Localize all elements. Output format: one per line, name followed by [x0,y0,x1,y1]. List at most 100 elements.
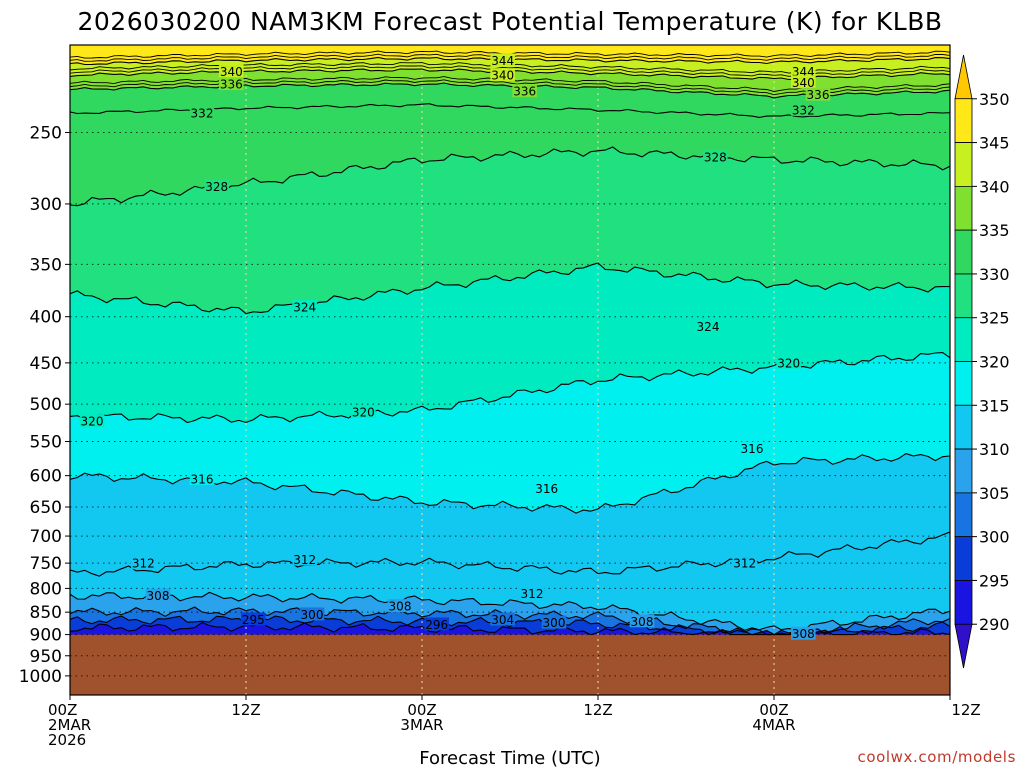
isentrope-label-22: 312 [733,557,756,571]
isentrope-label-bg-31 [424,617,449,631]
isentrope-label-21: 312 [293,553,316,567]
colorbar-label-310: 310 [979,440,1010,459]
isentrope-label-bg-14 [79,414,105,428]
colorbar-bin-10 [954,492,973,538]
isentrope-label-bg-18 [534,481,559,495]
ground-area [70,634,950,695]
x-tick-label-2-1: 3MAR [400,716,443,734]
isentrope-label-bg-2 [219,64,244,78]
y-tick-label-700: 700 [30,527,62,547]
isentrope-label-bg-27 [791,626,816,640]
colorbar-bin-2 [954,142,973,187]
isentrope-label-bg-7 [805,87,831,101]
x-tick-label-4-0: 00Z [759,701,788,719]
isentrope-label-10: 328 [205,180,228,194]
colorbar-bin-0 [954,54,973,100]
colorbar-label-300: 300 [979,528,1010,547]
isentrope-label-27: 308 [792,627,815,641]
isentrope-label-bg-29 [299,607,325,621]
colorbar-label-345: 345 [979,134,1010,153]
isentrope-label-bg-30 [541,615,567,629]
isentrope-label-26: 308 [631,615,654,629]
isentrope-label-bg-15 [351,404,376,418]
isentrope-label-bg-22 [732,556,757,570]
x-tick-label-0-0: 00Z [48,701,77,719]
isentrope-label-29: 300 [301,608,324,622]
colorbar-bin-12 [954,580,973,625]
isentrope-label-bg-32 [241,612,266,626]
isentrope-336 [70,82,950,99]
ground-fill [70,634,950,695]
isentrope-324 [70,262,950,315]
y-tick-label-1000: 1000 [19,667,62,687]
isentrope-label-bg-28 [490,612,515,626]
y-tick-label-750: 750 [30,554,62,574]
isentrope-label-8: 332 [191,107,214,121]
isentrope-label-18: 316 [535,482,558,496]
y-tick-label-900: 900 [30,626,62,646]
isentrope-label-bg-6 [512,84,537,98]
isentrope-label-5: 336 [220,78,243,92]
y-tick-label-400: 400 [30,308,62,328]
theta-filled-bands [70,45,950,695]
y-tick-label-650: 650 [30,498,62,518]
isentrope-label-4: 340 [792,76,815,90]
isentrope-label-bg-25 [387,599,413,613]
y-tick-label-500: 500 [30,395,62,415]
isentrope-label-2: 340 [220,65,243,79]
colorbar-bin-6 [954,317,973,362]
y-tick-label-250: 250 [30,123,62,143]
isentrope-label-9: 332 [792,103,815,117]
isentrope-label-bg-12 [292,299,317,313]
isentrope-label-25: 308 [389,600,412,614]
colorbar-bin-3 [954,185,973,231]
isentrope-label-bg-4 [791,75,816,89]
isentrope-label-6: 336 [513,85,536,99]
isentrope-label-30: 300 [543,616,566,630]
colorbar-label-330: 330 [979,265,1010,284]
isentrope-label-bg-10 [204,179,229,193]
isentrope-label-bg-23 [519,586,545,600]
x-tick-label-0-2: 2026 [48,731,86,749]
isentrope-label-bg-26 [629,614,655,628]
isentrope-label-bg-11 [703,149,728,163]
colorbar-bin-9 [954,448,973,494]
isentrope-label-bg-24 [145,588,171,602]
isentrope-label-11: 328 [704,150,727,164]
colorbar-bin-4 [954,229,973,275]
x-axis-label: Forecast Time (UTC) [419,748,600,768]
colorbar-label-305: 305 [979,484,1010,503]
colorbar-bin-8 [954,404,973,450]
plot-gridlines [70,45,950,695]
isentrope-label-bg-0 [490,53,515,67]
colorbar: 350 345 340 335 330 325 320 315 310 305 300 295 290 [954,54,1010,669]
isentrope-extra-336-1 [70,79,950,96]
y-tick-label-950: 950 [30,647,62,667]
x-tick-label-3-0: 12Z [583,701,612,719]
colorbar-label-290: 290 [979,615,1010,634]
x-tick-label-1-0: 12Z [231,701,260,719]
colorbar-label-295: 295 [979,571,1010,590]
isentrope-label-16: 320 [777,356,800,370]
colorbar-label-340: 340 [979,177,1010,196]
isentrope-label-24: 308 [147,589,170,603]
isentrope-label-bg-13 [695,319,721,333]
x-tick-label-4-1: 4MAR [752,716,795,734]
colorbar-label-315: 315 [979,396,1010,415]
isentrope-label-bg-9 [791,102,816,116]
y-tick-label-300: 300 [30,195,62,215]
isentrope-label-3: 340 [491,69,514,83]
isentrope-label-19: 316 [741,442,764,456]
colorbar-bin-7 [954,361,973,406]
y-tick-label-350: 350 [30,255,62,275]
isentrope-label-17: 316 [191,472,214,486]
isentrope-label-bg-17 [189,471,215,485]
y-tick-label-850: 850 [30,603,62,623]
colorbar-label-350: 350 [979,90,1010,109]
isentrope-label-31: 296 [425,618,448,632]
isentrope-label-bg-21 [292,552,317,566]
isentrope-316 [70,452,950,514]
